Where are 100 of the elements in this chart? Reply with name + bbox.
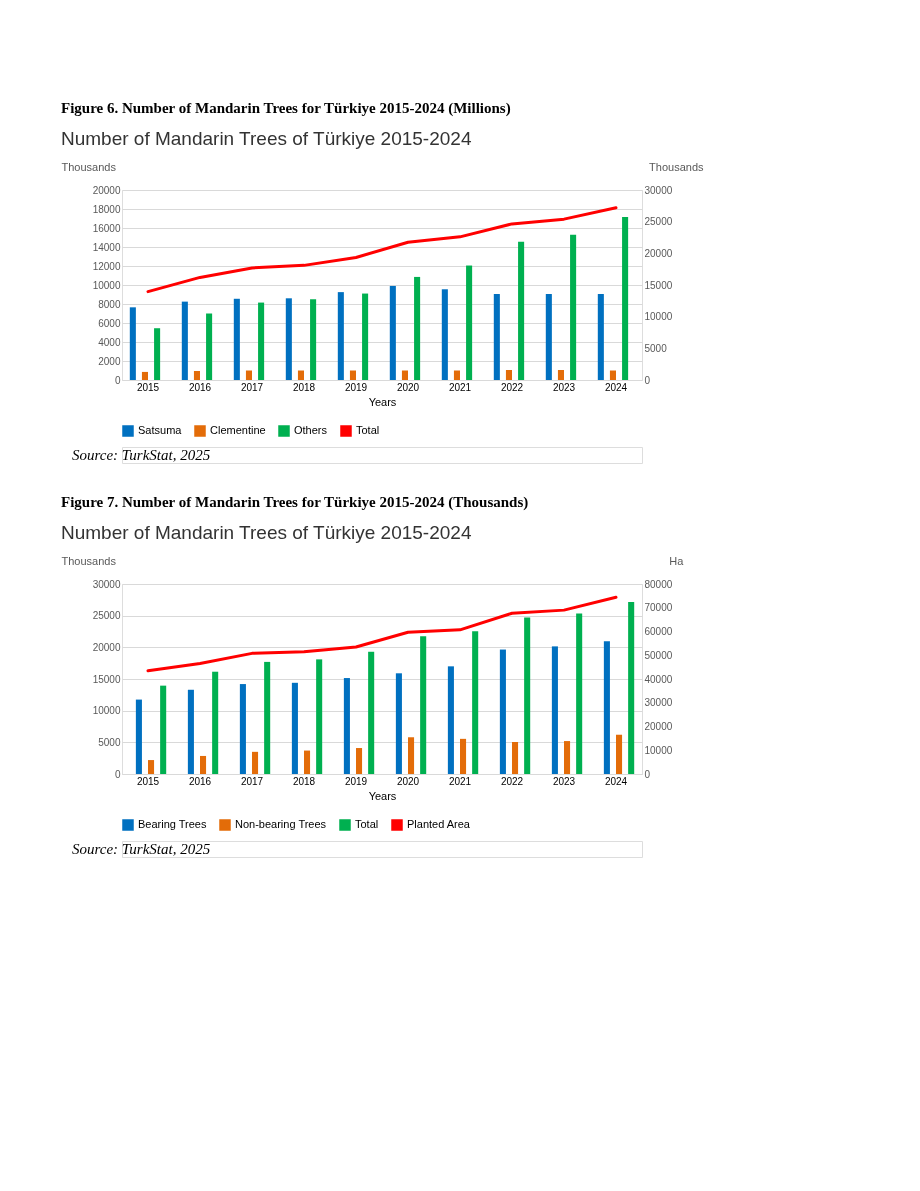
y-tick-label: 20000 [92,641,121,653]
bar [524,617,531,774]
bar [408,737,415,774]
x-tick-label: 2018 [292,381,316,393]
bar [368,651,375,774]
y2-tick-label: 25000 [644,216,673,228]
y-tick-label: 4000 [98,336,121,348]
chart-title: Figure 6. Number of Mandarin Trees for Türkiye 2015-2024 (Millions) [60,100,511,117]
legend-label: Non-bearing Trees [235,818,327,830]
bar [551,646,558,774]
y2-tick-label: 60000 [644,626,673,637]
y2-tick-label: 20000 [644,247,673,259]
x-tick-label: 2017 [240,775,264,787]
bar [135,699,142,774]
y2-tick-label: 15000 [644,279,673,291]
x-tick-label: 2021 [448,381,472,393]
legend-label: Total [356,424,380,436]
bar [441,289,448,380]
y-tick-label: 15000 [92,673,121,685]
x-tick-label: 2016 [188,381,212,393]
bar [389,285,396,380]
x-tick-label: 2019 [344,381,368,393]
y2-tick-label: 10000 [644,311,673,323]
y-tick-label: 0 [114,768,121,780]
bar [616,734,623,774]
bar [453,370,460,380]
bar [337,292,344,380]
y-tick-label: 12000 [92,260,121,272]
bar [245,370,252,380]
legend-label: Bearing Trees [138,818,207,830]
legend-label: Satsuma [138,424,183,436]
x-tick-label: 2020 [396,775,420,787]
bar [447,666,454,774]
y2-tick-label: 40000 [644,673,673,685]
y2-tick-label: 0 [644,374,651,386]
y2-axis-title: Ha [669,554,685,567]
y-tick-label: 18000 [92,203,121,215]
bar [570,234,577,380]
line-series [146,595,618,673]
x-tick-label: 2016 [188,775,212,787]
y-tick-label: 30000 [92,578,121,590]
bar [212,671,219,774]
bar [414,276,421,380]
x-tick-label: 2023 [552,775,576,787]
bar [200,755,207,774]
bar [252,751,259,774]
bar [493,294,500,380]
legend-label: Others [294,424,328,436]
x-tick-label: 2022 [500,775,524,787]
x-axis-title: Years [368,395,397,408]
x-tick-label: 2018 [292,775,316,787]
bar [362,293,369,380]
bar [258,302,265,380]
y-tick-label: 10000 [92,705,121,717]
bar [154,328,161,380]
x-tick-label: 2019 [344,775,368,787]
bar [505,370,512,380]
y2-tick-label: 80000 [644,578,673,590]
bar [316,659,323,774]
chart-subtitle: Number of Mandarin Trees of Türkiye 2015-2024 [60,128,472,149]
x-tick-label: 2024 [604,381,628,393]
bar [557,370,564,380]
bar [160,685,167,774]
bar [206,313,213,380]
y-tick-label: 5000 [98,736,121,748]
y-tick-label: 6000 [98,317,121,329]
y-tick-label: 10000 [92,279,121,291]
y-tick-label: 0 [114,374,121,386]
x-tick-label: 2022 [500,381,524,393]
bar [193,370,200,380]
bar [285,298,292,380]
bar [233,298,240,380]
bar [420,636,427,774]
y2-tick-label: 30000 [644,697,673,709]
y-tick-label: 16000 [92,222,121,234]
bar [576,613,583,774]
chart-subtitle: Number of Mandarin Trees of Türkiye 2015-2024 [60,522,472,543]
y-axis-title: Thousands [61,554,117,567]
source-note: Source: TurkStat, 2025 [72,447,211,463]
x-tick-label: 2020 [396,381,420,393]
bar [181,301,188,380]
y2-tick-label: 10000 [644,744,673,756]
y2-tick-label: 30000 [644,184,673,196]
bar [187,689,194,774]
bar [545,294,552,380]
x-tick-label: 2024 [604,775,628,787]
bar [603,641,610,774]
y2-tick-label: 0 [644,768,651,780]
y-axis-title: Thousands [61,160,117,173]
y-tick-label: 20000 [92,184,121,196]
x-tick-label: 2023 [552,381,576,393]
bar [512,742,519,774]
x-tick-label: 2021 [448,775,472,787]
bar [297,370,304,380]
y-tick-label: 8000 [98,298,121,310]
bar [499,649,506,774]
x-tick-label: 2015 [136,775,160,787]
bar [622,217,629,380]
y2-tick-label: 50000 [644,649,673,661]
legend-label: Planted Area [407,818,471,830]
